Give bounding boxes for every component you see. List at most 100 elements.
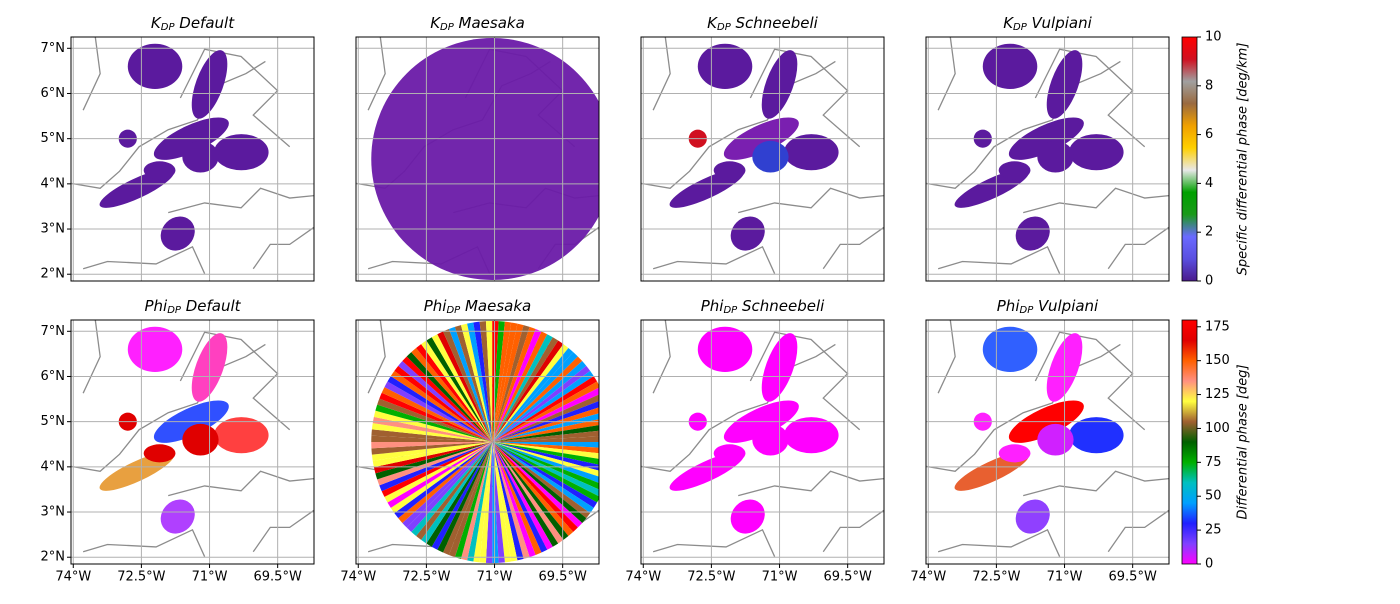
y-tick-label: 3°N — [41, 222, 66, 237]
radar-sector — [421, 340, 493, 442]
radar-echo — [697, 326, 753, 372]
radar-echo — [214, 417, 269, 454]
title-text: Schneebeli — [737, 297, 825, 315]
country-border — [652, 320, 671, 394]
radar-sector — [492, 331, 548, 442]
radar-echo — [730, 499, 765, 534]
radar-sector — [492, 442, 591, 519]
radar-sector — [492, 442, 530, 559]
radar-sector — [492, 381, 599, 442]
y-tick-label: 5°N — [41, 414, 66, 429]
radar-sector — [492, 442, 583, 528]
title-text: Maesaka — [454, 14, 525, 32]
radar-sector — [454, 325, 493, 442]
panel-title: KDP Vulpiani — [1003, 14, 1092, 34]
radar-sector — [398, 442, 493, 523]
radar-sector — [492, 325, 530, 442]
country-border — [749, 48, 861, 148]
colorbar-label: Specific differential phase [deg/km] — [1236, 43, 1251, 276]
radar-sector — [492, 436, 599, 442]
radar-sector — [377, 398, 493, 442]
radar-sector — [373, 442, 493, 474]
radar-echo — [127, 43, 183, 89]
radar-echo — [713, 444, 746, 463]
radar-sector — [492, 442, 505, 563]
title-text: Vulpiani — [1027, 14, 1093, 32]
radar-field — [371, 38, 599, 280]
radar-sector — [473, 442, 493, 563]
colorbar: 0 25 50 75 100 125 150 175 Differential phase [d… — [1181, 319, 1251, 572]
radar-sector — [372, 416, 493, 442]
radar-sector — [492, 442, 578, 532]
country-border — [652, 245, 776, 274]
title-subscript: DP — [723, 305, 738, 316]
radar-sector — [426, 442, 493, 547]
radar-sector — [371, 442, 493, 461]
radar-sector — [492, 321, 499, 442]
radar-echo — [982, 326, 1038, 372]
title-main: K — [151, 14, 162, 32]
radar-sector — [492, 442, 594, 514]
radar-sector — [492, 394, 599, 442]
radar-echo — [182, 140, 219, 173]
panel-frame — [70, 319, 315, 565]
radar-sector — [492, 442, 599, 483]
radar-sector — [454, 442, 493, 559]
x-tick-label: 72.5°W — [402, 570, 450, 585]
country-border — [71, 60, 266, 189]
y-tick-label: 3°N — [41, 505, 66, 520]
country-border — [926, 60, 1121, 189]
x-tick-label: 71°W — [477, 570, 513, 585]
colorbar-tick-label: 125 — [1205, 387, 1230, 402]
radar-sector — [492, 442, 518, 562]
radar-sector — [492, 442, 599, 454]
radar-sector — [379, 392, 493, 442]
radar-echo — [1037, 423, 1074, 456]
radar-sector — [387, 376, 493, 442]
radar-sector — [492, 322, 518, 442]
panel-frame — [925, 319, 1170, 565]
y-tick-label: 4°N — [41, 176, 66, 191]
map-panel: PhiDP Vulpiani 74°W 72.5°W 71°W 69.5°W — [910, 297, 1170, 585]
y-tick-label: 7°N — [41, 41, 66, 56]
radar-sector — [394, 365, 493, 442]
radar-sector — [460, 323, 493, 442]
radar-sector — [411, 347, 493, 442]
panel-frame — [355, 319, 600, 565]
title-text: Maesaka — [460, 297, 531, 315]
radar-sector — [421, 442, 493, 544]
title-subscript: DP — [1020, 305, 1035, 316]
radar-sector — [492, 387, 599, 442]
panel-frame — [640, 36, 885, 282]
country-border — [937, 245, 1061, 274]
map-panel: PhiDP Schneebeli 74°W 72.5°W 71°W 69.5°W — [625, 297, 885, 585]
radar-sector — [373, 410, 493, 442]
x-tick-label: 74°W — [910, 570, 946, 585]
radar-sector — [492, 321, 505, 442]
radar-echo — [143, 161, 176, 180]
radar-sector — [492, 442, 599, 471]
radar-sector — [485, 442, 493, 563]
x-tick-label: 69.5°W — [1109, 570, 1157, 585]
country-border — [652, 37, 671, 111]
x-tick-label: 69.5°W — [254, 570, 302, 585]
map-panel: PhiDP Maesaka 74°W 72.5°W 71°W 69.5°W — [340, 297, 600, 585]
country-border — [937, 320, 956, 394]
colorbar-tick-label: 0 — [1205, 274, 1213, 289]
radar-echo — [1037, 140, 1074, 173]
radar-sector — [492, 442, 499, 563]
colorbar-label: Differential phase [deg] — [1236, 364, 1251, 519]
radar-sector — [448, 442, 493, 558]
country-border — [82, 245, 206, 274]
radar-echo — [784, 417, 839, 454]
radar-sector — [492, 376, 598, 442]
radar-sector — [381, 387, 493, 442]
map-panel: KDP Default 2°N 3°N 4°N 5°N 6°N 7°N — [41, 14, 315, 282]
country-border — [738, 187, 884, 214]
radar-sector — [492, 413, 599, 442]
title-subscript: DP — [1013, 22, 1028, 33]
radar-sector — [492, 442, 536, 558]
y-tick-label: 5°N — [41, 131, 66, 146]
radar-sector — [371, 442, 493, 455]
radar-sector — [371, 435, 493, 442]
